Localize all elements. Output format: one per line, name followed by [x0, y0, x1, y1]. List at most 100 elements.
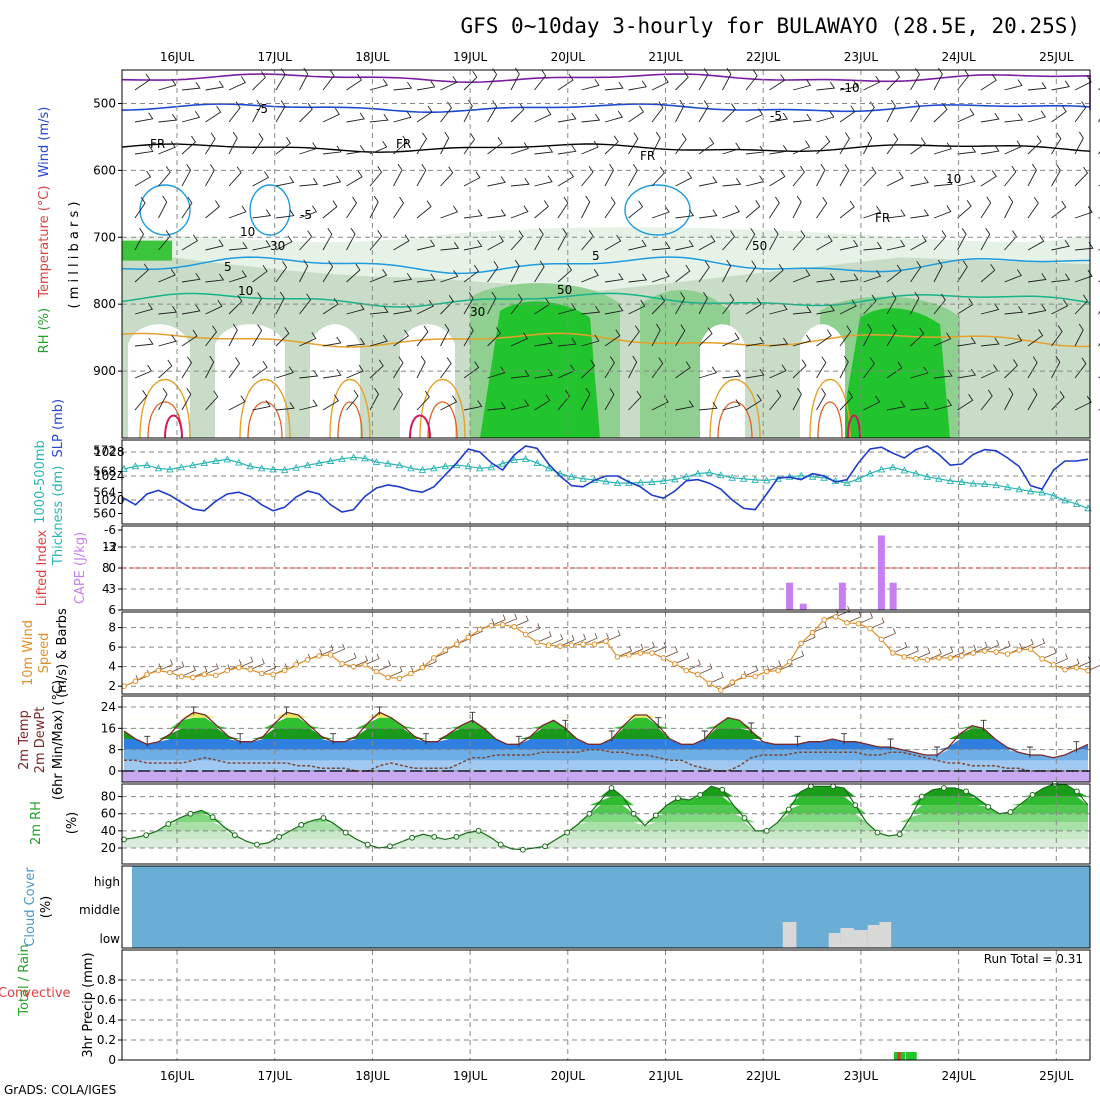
wind-barb: [651, 131, 661, 155]
wind-barb: [628, 273, 648, 283]
wind-barb: [839, 164, 850, 187]
rh-marker: [874, 829, 881, 836]
contour-30: [164, 414, 183, 439]
wind-barb: [863, 294, 877, 315]
wind-barb: [886, 70, 901, 91]
wind-barb-10m: [950, 646, 965, 659]
wind-barb: [816, 388, 827, 411]
rh-marker: [941, 785, 947, 791]
temp-band: [124, 728, 1088, 739]
wind-speed-marker: [706, 680, 713, 687]
thickness-markers: [120, 453, 1092, 512]
wind-barb: [463, 133, 476, 155]
wind-barb: [769, 337, 789, 347]
wind-barb: [252, 71, 266, 91]
wind-barb: [228, 270, 247, 283]
wind-barb: [839, 200, 855, 219]
wind-barb: [628, 132, 639, 155]
rh-band: [124, 839, 1088, 848]
wind-barb: [369, 305, 389, 315]
wind-barb-10m: [651, 641, 667, 654]
wind-barb: [980, 196, 992, 219]
thickness-marker: [1015, 485, 1023, 493]
wind-speed-marker: [660, 655, 667, 661]
wind-barb: [463, 71, 478, 91]
wind-barb: [534, 108, 552, 123]
tick-label: 60: [101, 807, 116, 821]
thickness-marker: [498, 459, 507, 467]
wind-barb: [463, 240, 483, 251]
wind-barb: [886, 400, 906, 411]
thickness-marker: [705, 468, 714, 476]
wind-barb: [369, 113, 389, 123]
wind-barb: [886, 239, 906, 251]
temp-band: [124, 717, 1088, 729]
wind-speed-marker: [190, 674, 196, 681]
wind-barb: [1004, 79, 1023, 91]
wind-speed-marker: [224, 667, 231, 674]
wind-speed-marker: [568, 642, 575, 648]
wind-speed-marker: [775, 667, 781, 674]
contour-20: [139, 379, 191, 439]
dry-pocket: [700, 324, 745, 438]
wind-barb: [792, 269, 811, 283]
wind10m-barbs: [123, 605, 1100, 691]
wind-barb: [863, 75, 881, 91]
wind-barb-10m: [1076, 656, 1092, 669]
wind-barb: [393, 110, 412, 123]
wind-barb: [134, 227, 145, 251]
rh-marker: [387, 843, 393, 850]
wind-speed-marker: [465, 634, 472, 641]
wind-barb: [604, 163, 615, 187]
contour-label: FR: [875, 211, 890, 225]
contour-label: 50: [557, 283, 572, 297]
wind-barb: [980, 144, 1000, 155]
thickness-marker: [1049, 491, 1058, 499]
wind-barb: [158, 229, 171, 251]
wind-speed-marker: [454, 641, 460, 648]
wind-barb: [487, 137, 503, 155]
min-max-bar: [283, 706, 290, 715]
date-tick-bottom: 18JUL: [355, 1069, 390, 1083]
wind-barb: [181, 304, 201, 315]
thickness-marker: [728, 473, 736, 481]
min-max-bar: [237, 733, 244, 745]
wind-barb: [416, 239, 436, 251]
wind-barb: [181, 111, 201, 123]
wind-barb: [369, 140, 388, 155]
wind-barb: [510, 205, 529, 219]
tick-label: 6: [108, 640, 116, 654]
rh-marker: [652, 812, 659, 819]
wind-barb: [581, 113, 601, 123]
rh-series-line: [123, 783, 1089, 851]
wind-speed-marker: [511, 623, 517, 630]
wind-barb: [886, 292, 897, 315]
wind-barb: [722, 369, 742, 379]
wind-barb: [1004, 359, 1018, 379]
min-max-bar: [515, 735, 522, 747]
wind-barb-10m: [250, 658, 265, 670]
wind-speed-marker: [821, 617, 827, 623]
tick-label: 4: [102, 582, 110, 596]
wind-barb: [557, 389, 570, 411]
wind-barb: [933, 369, 953, 379]
wind-barb: [628, 325, 640, 347]
wind-barb: [252, 292, 263, 315]
date-tick-bottom: 25JUL: [1039, 1069, 1074, 1083]
wind-barb: [252, 99, 262, 123]
wind-barb: [393, 356, 404, 379]
rh-frame: [121, 783, 1091, 865]
wind-speed-marker: [362, 661, 368, 668]
cape-bar: [877, 535, 885, 610]
wind-barb: [205, 273, 225, 283]
wind-barb: [275, 401, 295, 411]
wind-barb: [628, 355, 638, 379]
wind-barb: [557, 196, 569, 219]
tick-label: 8: [102, 561, 110, 575]
wind-barb-10m: [858, 612, 873, 625]
cloud-background: [132, 866, 1090, 948]
wind-barb: [651, 323, 661, 347]
date-tick-top: 23JUL: [844, 50, 879, 64]
wind-barb: [346, 389, 359, 411]
wind-speed-marker: [993, 649, 999, 655]
